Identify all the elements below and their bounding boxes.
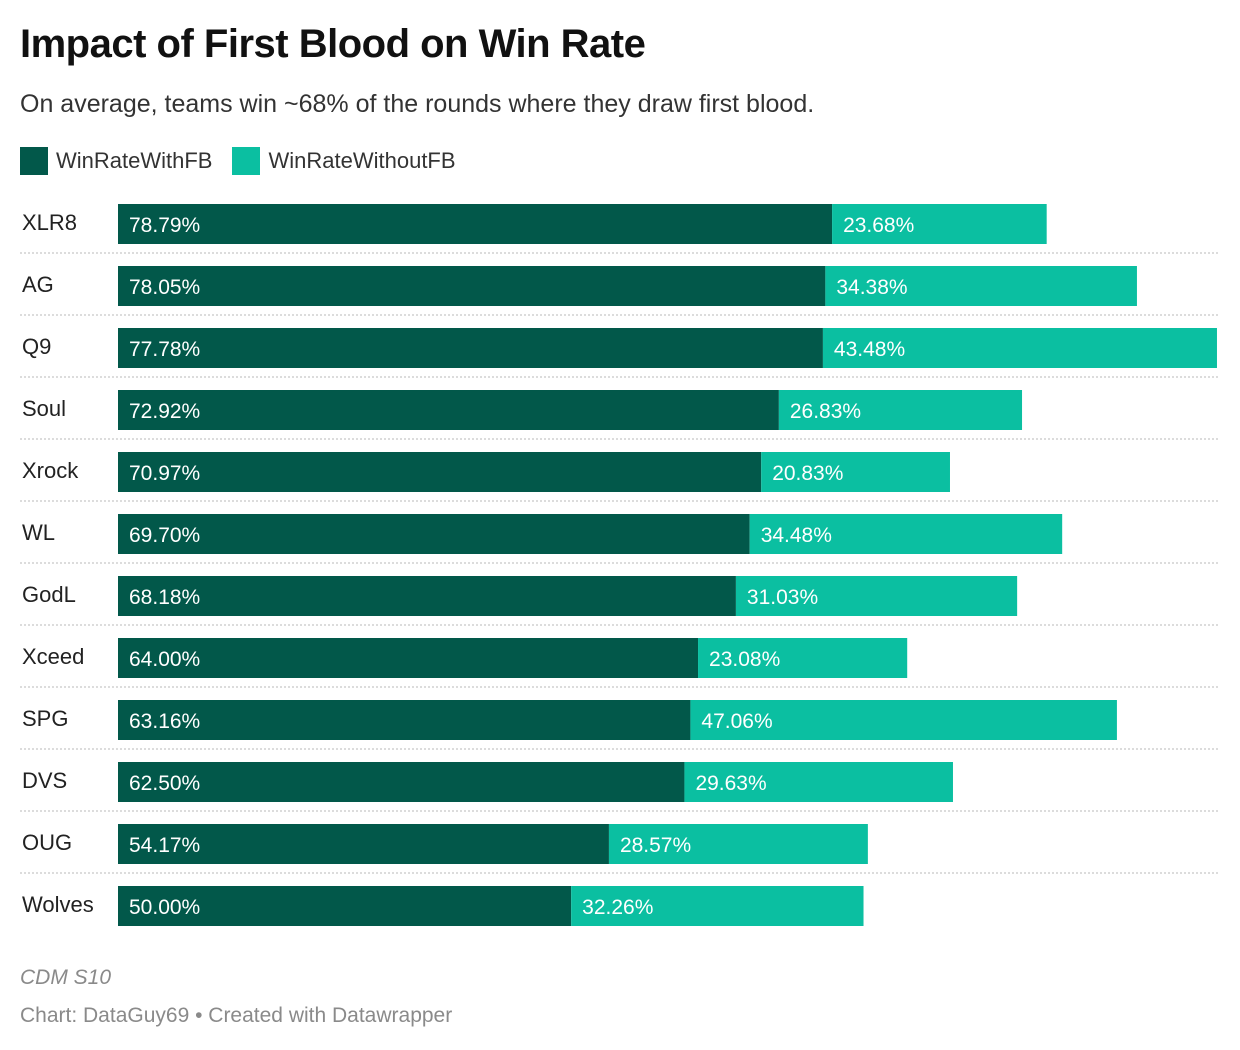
bar-with-fb — [118, 266, 826, 306]
legend-swatch-with-fb — [20, 147, 48, 175]
data-label-with-fb: 64.00% — [129, 648, 200, 671]
bar-with-fb — [118, 328, 823, 368]
bar-with-fb — [118, 762, 685, 802]
data-label-without-fb: 34.48% — [761, 524, 832, 547]
chart-credit: Chart: DataGuy69 • Created with Datawrap… — [20, 1004, 453, 1027]
data-label-with-fb: 70.97% — [129, 462, 200, 485]
category-label: GodL — [22, 582, 76, 607]
legend-item-without-fb: WinRateWithoutFB — [232, 147, 456, 175]
bar-without-fb — [822, 328, 1217, 368]
data-label-without-fb: 28.57% — [620, 834, 691, 857]
bar-without-fb — [825, 266, 1137, 306]
category-label: AG — [22, 272, 54, 297]
bar-with-fb — [118, 452, 762, 492]
bar-with-fb — [118, 700, 691, 740]
bar-with-fb — [118, 576, 736, 616]
data-label-without-fb: 26.83% — [790, 400, 861, 423]
data-label-with-fb: 72.92% — [129, 400, 200, 423]
chart-title: Impact of First Blood on Win Rate — [20, 22, 646, 66]
data-label-without-fb: 31.03% — [747, 586, 818, 609]
category-label: WL — [22, 520, 55, 545]
data-label-with-fb: 63.16% — [129, 710, 200, 733]
data-label-with-fb: 62.50% — [129, 772, 200, 795]
data-label-with-fb: 54.17% — [129, 834, 200, 857]
category-label: Wolves — [22, 892, 94, 917]
data-label-without-fb: 23.68% — [843, 214, 914, 237]
bar-with-fb — [118, 824, 609, 864]
bar-without-fb — [571, 886, 864, 926]
category-label: Q9 — [22, 334, 51, 359]
data-label-without-fb: 47.06% — [701, 710, 772, 733]
legend-label-with-fb: WinRateWithFB — [56, 148, 213, 173]
bar-with-fb — [118, 638, 699, 678]
stacked-bar-chart: XLR8 78.79% 23.68% AG 78.05% 34.38% Q9 77.78% 43… — [20, 204, 1218, 926]
legend: WinRateWithFB WinRateWithoutFB — [20, 147, 476, 175]
legend-label-without-fb: WinRateWithoutFB — [268, 148, 456, 173]
legend-swatch-without-fb — [232, 147, 261, 175]
category-label: DVS — [22, 768, 67, 793]
data-label-without-fb: 29.63% — [695, 772, 766, 795]
data-label-with-fb: 68.18% — [129, 586, 200, 609]
chart-subtitle: On average, teams win ~68% of the rounds… — [20, 90, 815, 118]
data-label-without-fb: 34.38% — [836, 276, 907, 299]
category-label: Xrock — [22, 458, 79, 483]
bar-without-fb — [761, 452, 950, 492]
data-label-with-fb: 69.70% — [129, 524, 200, 547]
bar-without-fb — [735, 576, 1018, 616]
category-label: SPG — [22, 706, 68, 731]
legend-item-with-fb: WinRateWithFB — [20, 147, 212, 175]
category-label: Xceed — [22, 644, 84, 669]
data-label-without-fb: 23.08% — [709, 648, 780, 671]
bar-with-fb — [118, 886, 572, 926]
data-label-with-fb: 77.78% — [129, 338, 200, 361]
data-label-with-fb: 78.79% — [129, 214, 200, 237]
bar-with-fb — [118, 204, 833, 244]
bar-with-fb — [118, 514, 750, 554]
bar-without-fb — [698, 638, 908, 678]
data-label-without-fb: 32.26% — [582, 896, 653, 919]
data-label-with-fb: 50.00% — [129, 896, 200, 919]
bar-without-fb — [749, 514, 1063, 554]
bar-without-fb — [608, 824, 868, 864]
category-label: OUG — [22, 830, 72, 855]
bar-without-fb — [832, 204, 1047, 244]
data-label-with-fb: 78.05% — [129, 276, 200, 299]
category-label: Soul — [22, 396, 66, 421]
bar-without-fb — [690, 700, 1117, 740]
bar-without-fb — [778, 390, 1023, 430]
bar-with-fb — [118, 390, 779, 430]
bar-without-fb — [684, 762, 953, 802]
data-label-without-fb: 43.48% — [834, 338, 905, 361]
data-label-without-fb: 20.83% — [772, 462, 843, 485]
category-label: XLR8 — [22, 210, 77, 235]
chart-note: CDM S10 — [20, 966, 112, 989]
